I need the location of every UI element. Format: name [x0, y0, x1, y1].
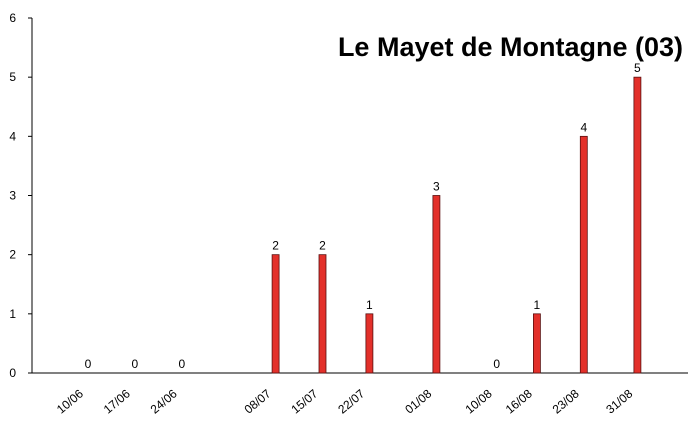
- x-tick-label: 10/06: [54, 386, 86, 416]
- value-label: 0: [85, 357, 92, 371]
- x-tick-label: 31/08: [603, 386, 635, 416]
- value-label: 2: [272, 239, 279, 253]
- value-label: 4: [580, 120, 587, 134]
- x-tick-label: 10/08: [463, 386, 495, 416]
- value-label: 0: [493, 357, 500, 371]
- bar: [365, 313, 374, 374]
- y-tick-label: 4: [9, 129, 16, 143]
- value-label: 2: [319, 239, 326, 253]
- x-tick-label: 17/06: [101, 386, 133, 416]
- value-label: 0: [132, 357, 139, 371]
- x-tick-label: 01/08: [402, 386, 434, 416]
- x-tick-label: 15/07: [288, 386, 320, 416]
- y-tick-label: 6: [9, 11, 16, 25]
- value-label: 5: [634, 61, 641, 75]
- bar: [271, 254, 280, 374]
- bar: [432, 195, 441, 374]
- y-tick-label: 2: [9, 248, 16, 262]
- value-label: 0: [178, 357, 185, 371]
- bar: [579, 135, 588, 374]
- x-tick-label: 24/06: [148, 386, 180, 416]
- x-tick-label: 16/08: [503, 386, 535, 416]
- x-tick-label: 22/07: [335, 386, 367, 416]
- bar: [633, 76, 642, 374]
- y-tick-label: 1: [9, 307, 16, 321]
- bar: [533, 313, 541, 374]
- x-tick-label: 23/08: [550, 386, 582, 416]
- y-tick-label: 0: [9, 366, 16, 380]
- y-tick-label: 3: [9, 189, 16, 203]
- bar: [318, 254, 327, 374]
- value-label: 3: [433, 180, 440, 194]
- value-label: 1: [366, 298, 373, 312]
- x-tick-label: 08/07: [242, 386, 274, 416]
- value-label: 1: [534, 298, 541, 312]
- y-tick-label: 5: [9, 70, 16, 84]
- chart-title: Le Mayet de Montagne (03): [338, 32, 683, 62]
